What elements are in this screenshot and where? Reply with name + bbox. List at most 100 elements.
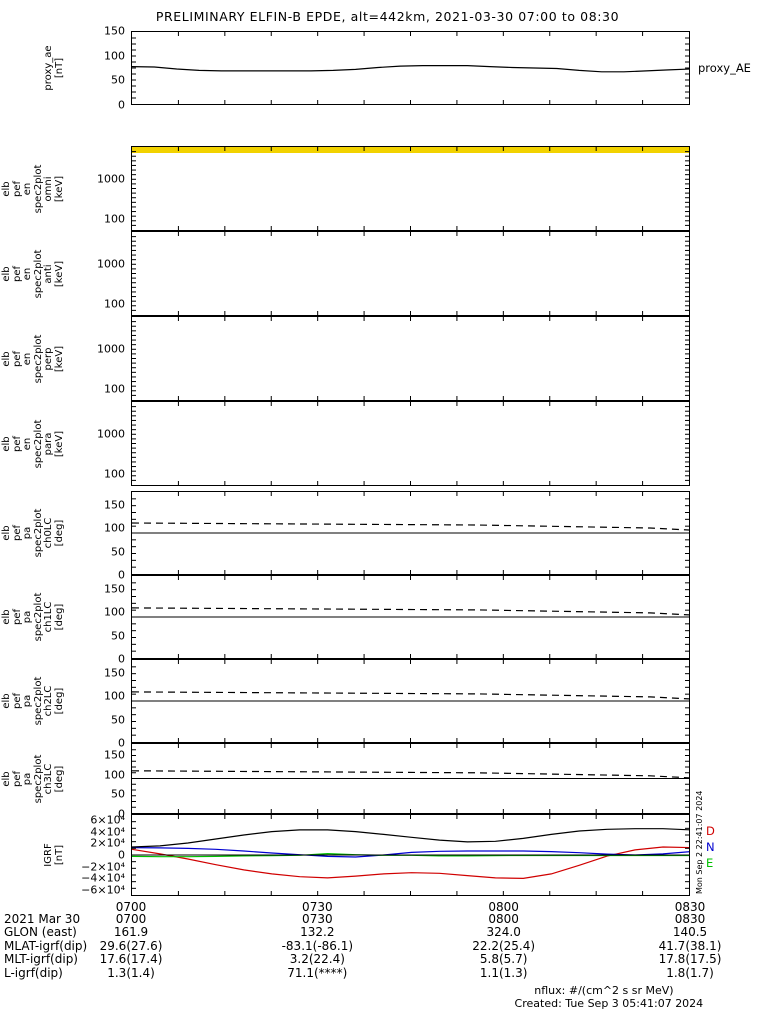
axis-title-line: ch2LC bbox=[44, 686, 55, 717]
y-tick-label: 150 bbox=[65, 584, 128, 595]
footer-cell: 17.8(17.5) bbox=[659, 952, 722, 966]
footer-cell: 71.1(****) bbox=[287, 966, 347, 980]
y-tick-label: 150 bbox=[65, 749, 128, 760]
axis-title-line: [deg] bbox=[55, 765, 66, 792]
axis-title-line: pa bbox=[23, 611, 34, 623]
footer-cell: 140.5 bbox=[673, 925, 707, 939]
footer-note: Created: Tue Sep 3 05:41:07 2024 bbox=[515, 998, 704, 1010]
y-tick-label: 150 bbox=[65, 668, 128, 679]
panel-canvas-igrf bbox=[132, 815, 689, 895]
footer-row-label: GLON (east) bbox=[4, 925, 77, 939]
y-tick-label: 4×10⁴ bbox=[65, 826, 128, 837]
panel-en-perp bbox=[131, 316, 690, 401]
footer-cell: 3.2(22.4) bbox=[290, 952, 345, 966]
axis-title-line: [deg] bbox=[55, 604, 66, 631]
panel-en-omni bbox=[131, 146, 690, 231]
y-tick-label: 100 bbox=[65, 691, 128, 702]
panel-pa-ch3lc bbox=[131, 743, 690, 814]
tick-marks bbox=[132, 32, 689, 104]
axis-title-line: omni bbox=[44, 176, 55, 201]
axis-title-line: [keV] bbox=[55, 430, 66, 456]
y-tick-label: 50 bbox=[65, 789, 128, 800]
y-tick-label: 100 bbox=[65, 523, 128, 534]
axis-title-line: para bbox=[44, 432, 55, 455]
footer-cell: 5.8(5.7) bbox=[480, 952, 528, 966]
footer-cell: -83.1(-86.1) bbox=[282, 939, 353, 953]
y-tick-label: 1000 bbox=[65, 429, 128, 440]
axis-title-line: en bbox=[23, 267, 34, 280]
legend-item-e: E bbox=[706, 856, 713, 870]
y-tick-label: 50 bbox=[65, 546, 128, 557]
series-label-proxy-ae: proxy_AE bbox=[698, 61, 751, 75]
footer-row-label: MLAT-igrf(dip) bbox=[4, 939, 87, 953]
footer-cell: 0700 bbox=[116, 912, 147, 926]
panel-pa-ch1lc bbox=[131, 575, 690, 659]
axis-title-line: proxy_ae bbox=[44, 45, 55, 90]
footer-row-label: MLT-igrf(dip) bbox=[4, 952, 78, 966]
panel-canvas-en-anti bbox=[132, 232, 689, 315]
axis-title-line: IGRF bbox=[44, 843, 55, 866]
y-tick-label: 100 bbox=[65, 469, 128, 480]
y-tick-label: 50 bbox=[65, 75, 128, 86]
y-tick-label: 50 bbox=[65, 714, 128, 725]
axis-title-line: elb bbox=[2, 609, 13, 624]
footer-cell: 132.2 bbox=[300, 925, 334, 939]
y-tick-label: 50 bbox=[65, 630, 128, 641]
y-axis-title-igrf: IGRF[nT] bbox=[44, 814, 65, 896]
panel-canvas-proxy-ae bbox=[132, 32, 689, 104]
panel-canvas-pa-ch1lc bbox=[132, 576, 689, 658]
axis-title-line: [deg] bbox=[55, 520, 66, 547]
tick-marks bbox=[132, 317, 689, 400]
panel-en-para bbox=[131, 401, 690, 486]
y-tick-label: 100 bbox=[65, 299, 128, 310]
axis-title-line: pa bbox=[23, 527, 34, 539]
axis-title-line: elb bbox=[2, 436, 13, 451]
axis-title-line: [keV] bbox=[55, 175, 66, 201]
panel-igrf bbox=[131, 814, 690, 896]
axis-title-line: en bbox=[23, 352, 34, 365]
footer-cell: 161.9 bbox=[114, 925, 148, 939]
axis-title-line: ch1LC bbox=[44, 602, 55, 633]
axis-title-line: [keV] bbox=[55, 345, 66, 371]
y-tick-label: 1000 bbox=[65, 174, 128, 185]
panel-canvas-pa-ch2lc bbox=[132, 660, 689, 742]
panel-pa-ch2lc bbox=[131, 659, 690, 743]
loss-cone-line bbox=[132, 608, 689, 615]
y-tick-label: 2×10⁴ bbox=[65, 838, 128, 849]
footer-cell: 324.0 bbox=[486, 925, 520, 939]
axis-title-line: elb bbox=[2, 351, 13, 366]
footer-cell: 1.1(1.3) bbox=[480, 966, 528, 980]
axis-title-line: elb bbox=[2, 525, 13, 540]
footer-cell: 0730 bbox=[302, 912, 333, 926]
axis-title-line: pa bbox=[23, 772, 34, 784]
tick-marks bbox=[132, 147, 689, 230]
y-tick-label: 100 bbox=[65, 607, 128, 618]
panel-canvas-en-perp bbox=[132, 317, 689, 400]
loss-cone-line bbox=[132, 523, 689, 530]
loss-cone-line bbox=[132, 771, 689, 778]
panel-en-anti bbox=[131, 231, 690, 316]
y-tick-label: 100 bbox=[65, 769, 128, 780]
y-axis-title-proxy-ae: proxy_ae[nT] bbox=[44, 31, 65, 105]
axis-title-line: [nT] bbox=[55, 58, 66, 78]
axis-title-line: [keV] bbox=[55, 260, 66, 286]
page-title: PRELIMINARY ELFIN-B EPDE, alt=442km, 202… bbox=[0, 9, 775, 24]
axis-title-line: en bbox=[23, 182, 34, 195]
y-tick-label: 150 bbox=[65, 500, 128, 511]
